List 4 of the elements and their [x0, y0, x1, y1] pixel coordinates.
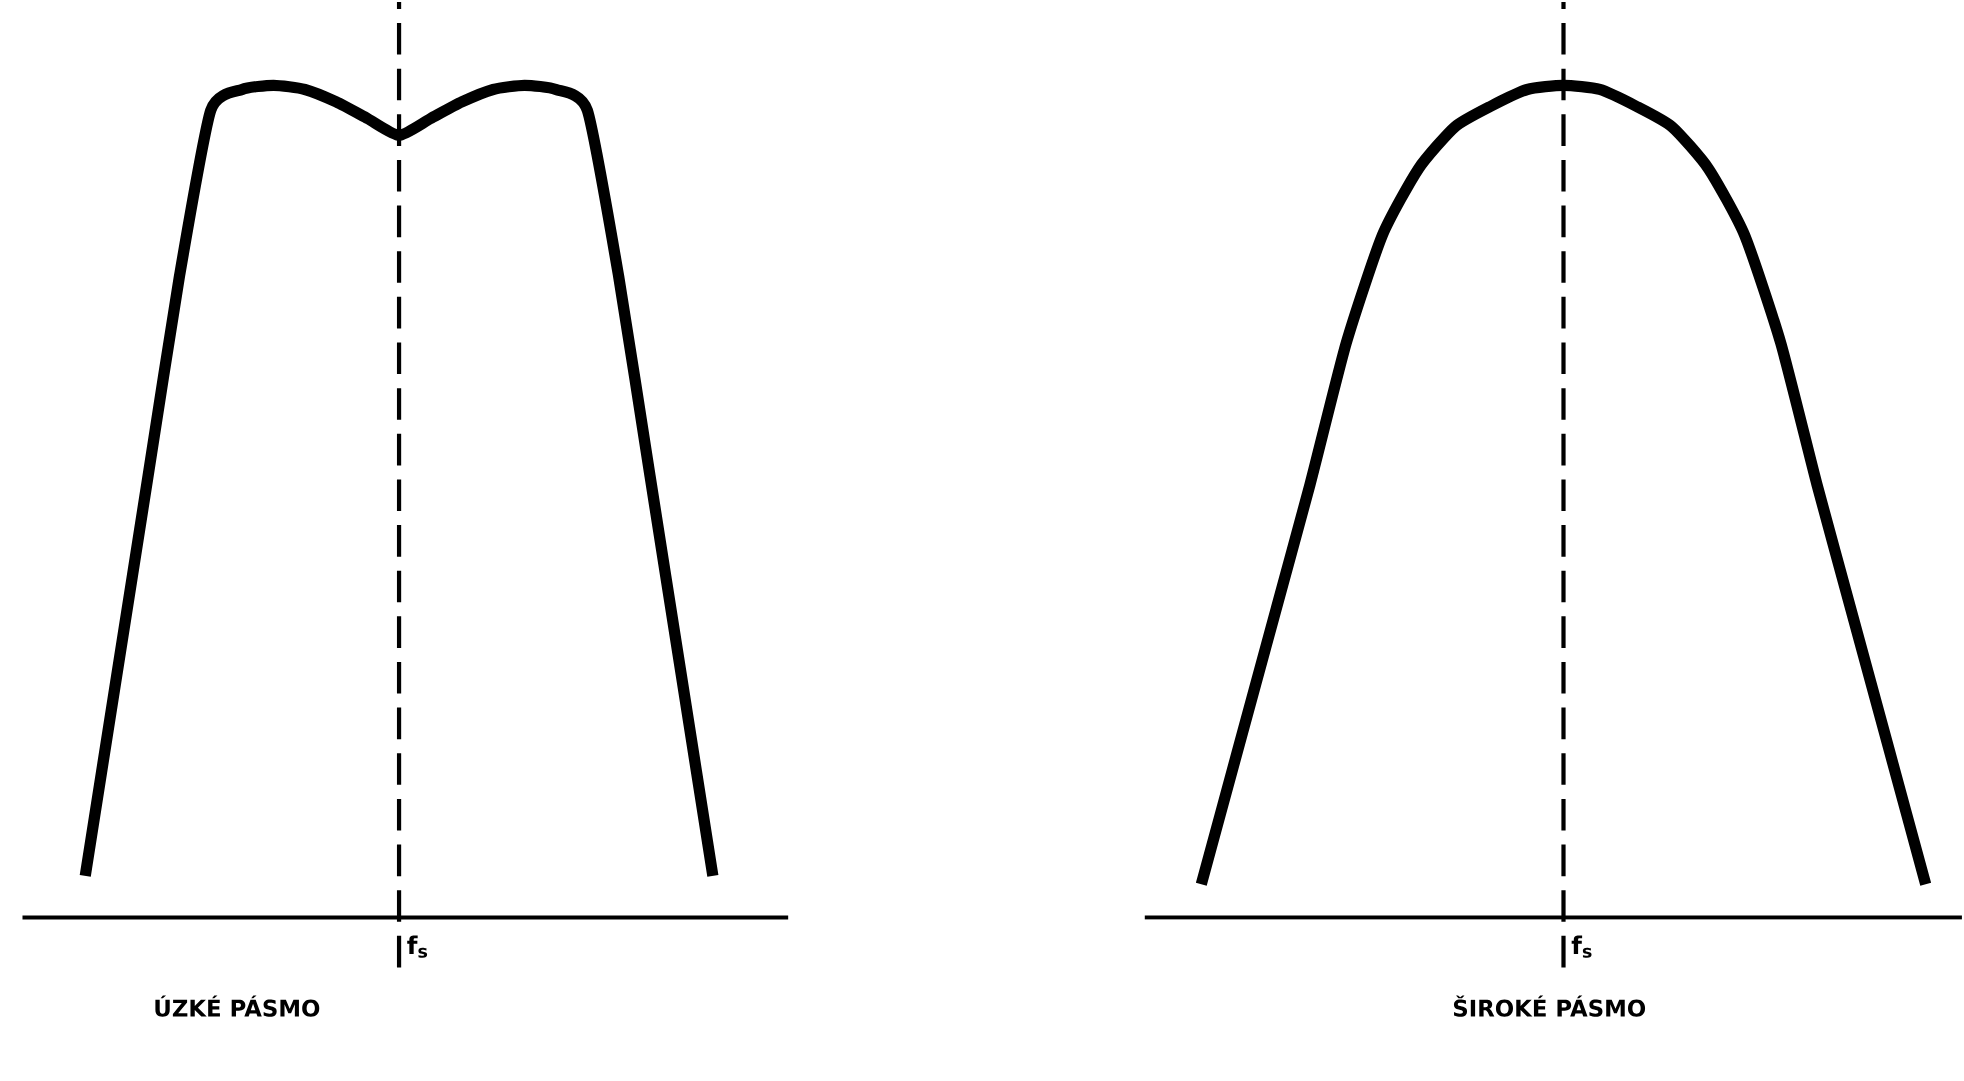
text: ÚZKÉ PÁSMO	[155, 995, 320, 1017]
text: f$_{s}$	[1571, 935, 1592, 958]
text: f$_{s}$	[407, 935, 428, 958]
text: ŠIROKÉ PÁSMO	[1453, 995, 1646, 1017]
